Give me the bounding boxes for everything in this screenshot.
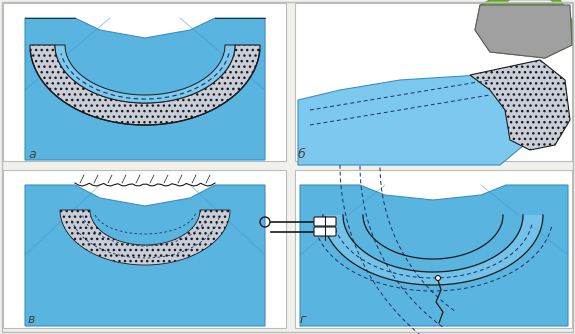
Polygon shape <box>475 0 572 58</box>
Text: а: а <box>28 148 36 161</box>
Polygon shape <box>470 60 570 150</box>
Polygon shape <box>505 0 555 3</box>
FancyBboxPatch shape <box>3 170 286 328</box>
FancyBboxPatch shape <box>295 170 572 328</box>
Polygon shape <box>298 75 530 165</box>
FancyBboxPatch shape <box>295 3 572 161</box>
Polygon shape <box>25 185 265 326</box>
Polygon shape <box>343 215 523 272</box>
Text: в: в <box>28 313 36 326</box>
Polygon shape <box>30 45 260 125</box>
FancyBboxPatch shape <box>314 217 336 226</box>
Text: г: г <box>300 313 306 326</box>
Polygon shape <box>60 210 230 265</box>
Text: б: б <box>298 148 306 161</box>
Polygon shape <box>25 18 265 160</box>
Polygon shape <box>55 45 235 103</box>
Polygon shape <box>475 5 572 58</box>
Circle shape <box>435 276 440 281</box>
Polygon shape <box>300 185 568 326</box>
FancyBboxPatch shape <box>314 227 336 236</box>
FancyBboxPatch shape <box>3 3 286 161</box>
Polygon shape <box>323 215 543 285</box>
